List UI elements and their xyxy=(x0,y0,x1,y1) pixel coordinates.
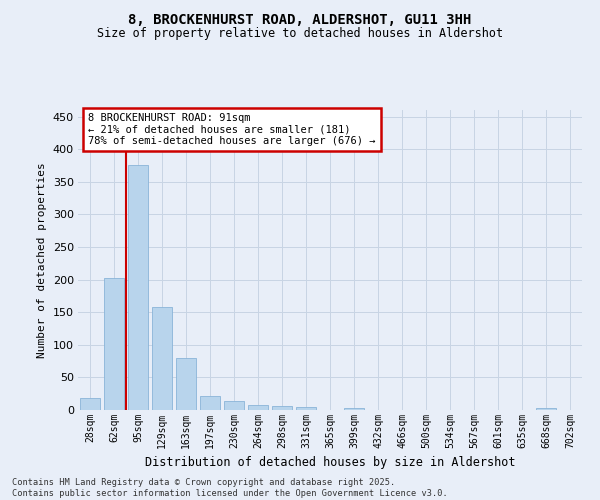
Bar xyxy=(104,278,124,410)
Y-axis label: Number of detached properties: Number of detached properties xyxy=(37,162,47,358)
Bar xyxy=(224,401,244,410)
Bar xyxy=(200,396,220,410)
Bar xyxy=(344,408,364,410)
Bar xyxy=(272,406,292,410)
Bar xyxy=(296,408,316,410)
Bar xyxy=(248,405,268,410)
Text: 8, BROCKENHURST ROAD, ALDERSHOT, GU11 3HH: 8, BROCKENHURST ROAD, ALDERSHOT, GU11 3H… xyxy=(128,12,472,26)
Bar xyxy=(128,166,148,410)
Bar xyxy=(152,307,172,410)
Text: Contains HM Land Registry data © Crown copyright and database right 2025.
Contai: Contains HM Land Registry data © Crown c… xyxy=(12,478,448,498)
Bar xyxy=(536,408,556,410)
Bar xyxy=(176,358,196,410)
Text: Size of property relative to detached houses in Aldershot: Size of property relative to detached ho… xyxy=(97,28,503,40)
X-axis label: Distribution of detached houses by size in Aldershot: Distribution of detached houses by size … xyxy=(145,456,515,469)
Bar xyxy=(80,398,100,410)
Text: 8 BROCKENHURST ROAD: 91sqm
← 21% of detached houses are smaller (181)
78% of sem: 8 BROCKENHURST ROAD: 91sqm ← 21% of deta… xyxy=(88,113,376,146)
